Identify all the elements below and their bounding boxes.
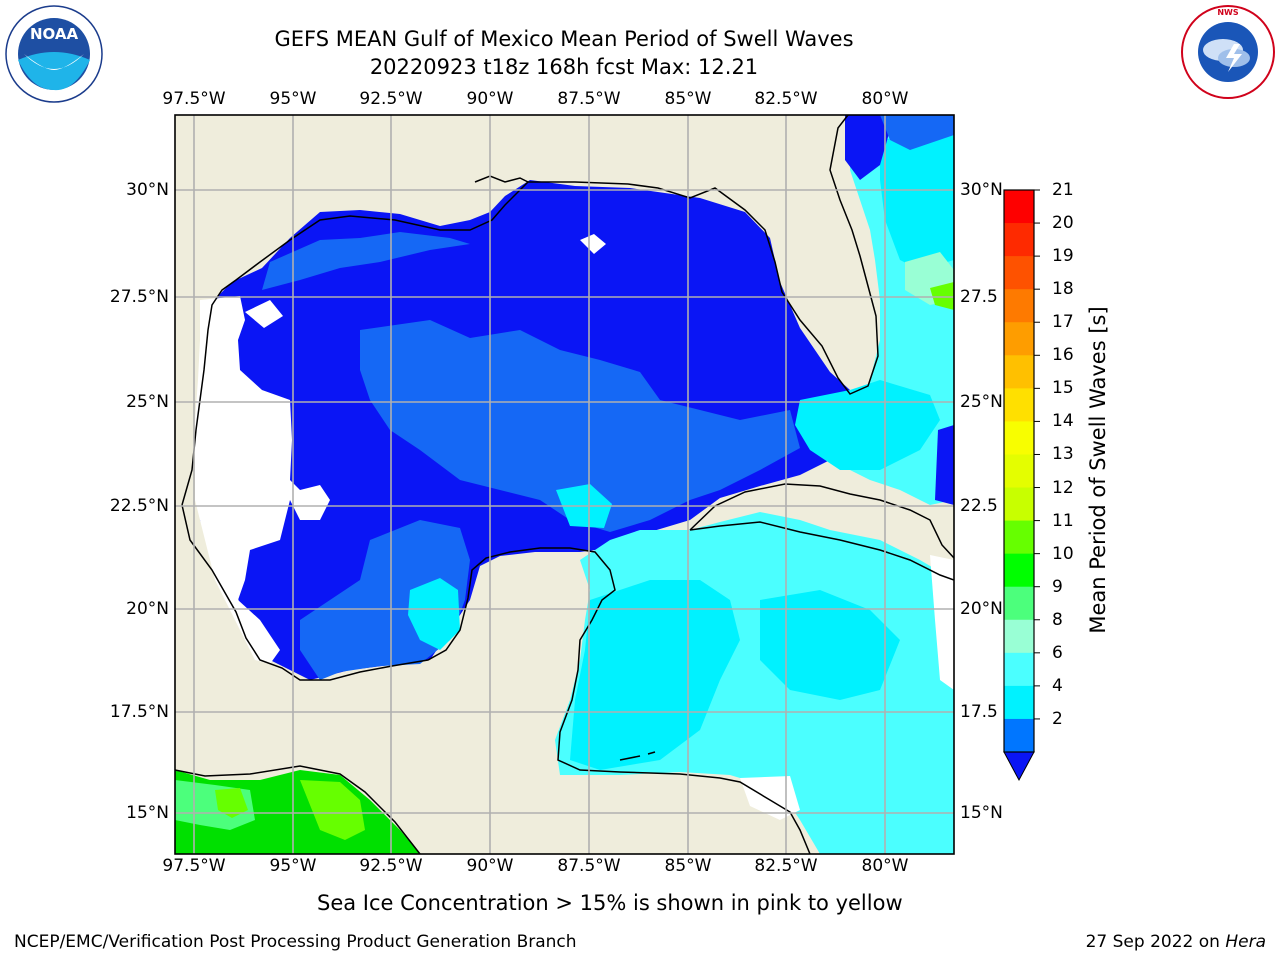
colorbar-band: [1004, 454, 1034, 489]
tick-label: 22.5°N: [109, 496, 169, 516]
map-frame: [174, 114, 955, 855]
noaa-logo-text: NOAA: [30, 25, 79, 43]
noaa-logo: NOAA: [4, 4, 104, 104]
tick-label: 22.5: [960, 496, 998, 516]
colorbar-tick-label: 17: [1052, 312, 1074, 333]
tick-label: 87.5°W: [557, 856, 621, 876]
tick-label: 20°N: [126, 599, 169, 619]
sea-ice-note: Sea Ice Concentration > 15% is shown in …: [317, 891, 903, 915]
colorbar-tick-label: 14: [1052, 411, 1074, 432]
tick-label: 27.5: [960, 287, 998, 307]
tick-label: 85°W: [664, 89, 712, 109]
nws-logo: NWS: [1178, 2, 1278, 102]
graticule: [175, 115, 954, 854]
colorbar-tick-label: 13: [1052, 444, 1074, 465]
colorbar-tick-label: 21: [1052, 180, 1074, 200]
footer-date: 27 Sep 2022 on Hera: [1086, 932, 1266, 952]
tick-label: 95°W: [269, 89, 317, 109]
colorbar-tick-label: 12: [1052, 477, 1074, 498]
tick-label: 97.5°W: [162, 89, 226, 109]
tick-label: 30°N: [126, 180, 169, 200]
colorbar-tick-label: 8: [1052, 609, 1063, 630]
colorbar-band: [1004, 718, 1034, 753]
colorbar-band: [1004, 355, 1034, 389]
svg-text:NWS: NWS: [1217, 8, 1239, 17]
footer-host: Hera: [1225, 932, 1266, 952]
colorbar-tick-label: 9: [1052, 576, 1063, 597]
colorbar-tick-label: 6: [1052, 642, 1063, 663]
tick-label: 15°N: [126, 803, 169, 823]
tick-label: 20°N: [960, 599, 1003, 619]
tick-label: 82.5°W: [754, 89, 818, 109]
tick-label: 80°W: [861, 89, 909, 109]
tick-label: 30°N: [960, 180, 1003, 200]
no-data-area: [195, 296, 330, 664]
tick-label: 95°W: [269, 856, 317, 876]
coastlines: [175, 115, 954, 854]
map-title: GEFS MEAN Gulf of Mexico Mean Period of …: [274, 27, 854, 51]
colorbar-label: Mean Period of Swell Waves [s]: [1086, 306, 1110, 634]
tick-label: 90°W: [466, 856, 514, 876]
colorbar-band: [1004, 619, 1034, 654]
tick-label: 25°N: [126, 392, 169, 412]
colorbar-tick-label: 11: [1052, 510, 1074, 531]
colorbar-band: [1004, 256, 1034, 290]
tick-label: 17.5: [960, 702, 998, 722]
colorbar-tick-label: 4: [1052, 675, 1063, 696]
tick-label: 87.5°W: [557, 89, 621, 109]
tick-label: 92.5°W: [359, 89, 423, 109]
tick-label: 27.5°N: [109, 287, 169, 307]
colorbar-tick-label: 2: [1052, 708, 1063, 729]
colorbar-band: [1004, 289, 1034, 323]
tick-label: 90°W: [466, 89, 514, 109]
colorbar-band: [1004, 388, 1034, 423]
tick-label: 17.5°N: [109, 702, 169, 722]
colorbar-tick-label: 19: [1052, 246, 1074, 267]
tick-label: 82.5°W: [754, 856, 818, 876]
colorbar-band: [1004, 190, 1034, 224]
colorbar-band: [1004, 685, 1034, 720]
colorbar-tick-label: 18: [1052, 279, 1074, 300]
gulf-water-mid-blue: [360, 320, 800, 532]
colorbar-tick-label: 20: [1052, 213, 1074, 234]
tick-label: 85°W: [664, 856, 712, 876]
colorbar-band: [1004, 322, 1034, 356]
map-subtitle: 20220923 t18z 168h fcst Max: 12.21: [369, 55, 759, 79]
tick-label: 15°N: [960, 803, 1003, 823]
colorbar-tick-label: 10: [1052, 543, 1074, 564]
colorbar-frame: [1003, 189, 1035, 753]
colorbar-band: [1004, 487, 1034, 522]
colorbar-extend-arrow: [1003, 751, 1035, 782]
footer-branch: NCEP/EMC/Verification Post Processing Pr…: [14, 932, 577, 952]
colorbar-tick-label: 16: [1052, 345, 1074, 366]
tick-label: 80°W: [861, 856, 909, 876]
colorbar-band: [1004, 520, 1034, 555]
tick-label: 25°N: [960, 392, 1003, 412]
colorbar-band: [1004, 652, 1034, 687]
footer-date-text: 27 Sep 2022 on: [1085, 932, 1226, 952]
colorbar-tick-label: 15: [1052, 378, 1074, 399]
colorbar-band: [1004, 421, 1034, 456]
colorbar-band: [1004, 553, 1034, 588]
tick-label: 97.5°W: [162, 856, 226, 876]
colorbar: [1003, 189, 1040, 782]
colorbar-band: [1004, 223, 1034, 257]
tick-label: 92.5°W: [359, 856, 423, 876]
colorbar-band: [1004, 586, 1034, 621]
